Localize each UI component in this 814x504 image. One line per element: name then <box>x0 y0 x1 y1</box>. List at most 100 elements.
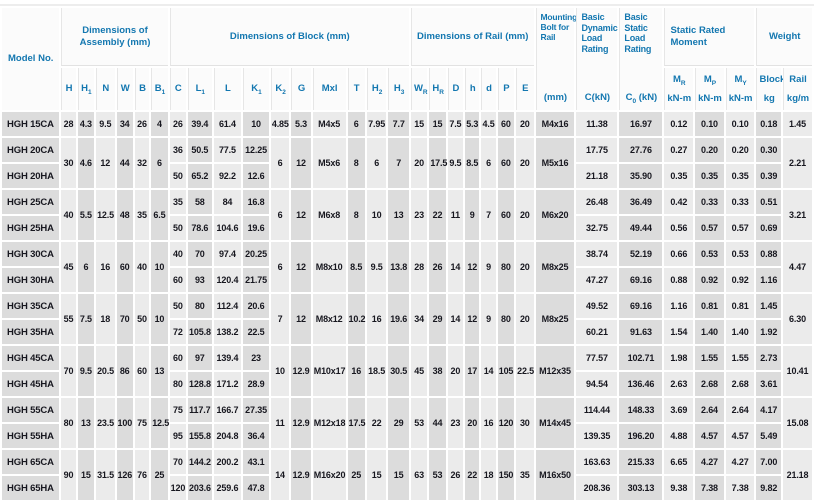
cell-W: 34 <box>116 112 133 136</box>
cell-P: 60 <box>497 138 515 188</box>
cell-H: 28 <box>61 112 76 136</box>
cell-MR: 6.65 <box>664 450 694 474</box>
table-row: HGH 55HA 95 155.8 204.8 36.4 139.35 196.20 4.88… <box>2 424 812 448</box>
cell-MP: 1.40 <box>695 320 724 344</box>
cell-rail-kgm: 15.08 <box>783 398 812 448</box>
cell-K1: 20.6 <box>243 294 269 318</box>
cell-MY: 0.20 <box>725 138 755 162</box>
cell-H2: 10 <box>366 190 387 240</box>
cell-L1: 70 <box>188 242 212 266</box>
cell-P: 80 <box>497 294 515 344</box>
cell-L: 138.2 <box>213 320 242 344</box>
cell-L: 200.2 <box>213 450 242 474</box>
cell-MR: 0.88 <box>664 268 694 292</box>
cell-N: 12 <box>96 138 115 188</box>
cell-Mxl: M8x10 <box>312 242 346 292</box>
cell-L: 259.6 <box>213 476 242 500</box>
cell-MP: 0.81 <box>695 294 724 318</box>
table-row: HGH 30HA 60 93 120.4 21.75 47.27 69.16 0.88 0.92… <box>2 268 812 292</box>
cell-model: HGH 55HA <box>2 424 60 448</box>
cell-C: 60 <box>169 268 187 292</box>
cell-rail-kgm: 6.30 <box>783 294 812 344</box>
cell-MY: 0.81 <box>725 294 755 318</box>
cell-bolt: M4x16 <box>535 112 575 136</box>
header-group-assembly: Dimensions of Assembly (mm) <box>61 8 168 66</box>
cell-K1: 19.6 <box>243 216 269 240</box>
cell-B1: 6.5 <box>151 190 168 240</box>
cell-C-kN: 17.75 <box>576 138 618 162</box>
header-group-rail: Dimensions of Rail (mm) <box>410 8 534 66</box>
cell-C-kN: 139.35 <box>576 424 618 448</box>
cell-K2: 14 <box>270 450 290 500</box>
col-header-N: N <box>96 68 115 110</box>
cell-G: 12 <box>291 190 311 240</box>
cell-block-kg: 5.49 <box>756 424 782 448</box>
col-header-rail-kgm: Rail kg/m <box>783 68 812 110</box>
cell-MP: 0.57 <box>695 216 724 240</box>
table-row: HGH 65CA 90 15 31.5 126 76 25 70 144.2 200.2 43.1 1… <box>2 450 812 500</box>
cell-WR: 45 <box>410 346 428 396</box>
cell-block-kg: 0.30 <box>756 138 782 162</box>
header-group-moment: Static Rated Moment <box>664 8 755 66</box>
col-header-K1: K1 <box>243 68 269 110</box>
cell-C: 60 <box>169 346 187 370</box>
col-header-HR: HR <box>429 68 446 110</box>
cell-W: 70 <box>116 294 133 344</box>
cell-C0-kN: 69.16 <box>619 268 663 292</box>
cell-C-kN: 163.63 <box>576 450 618 474</box>
cell-model: HGH 30HA <box>2 268 60 292</box>
cell-H1: 6 <box>77 242 95 292</box>
cell-C-kN: 114.44 <box>576 398 618 422</box>
cell-block-kg: 0.39 <box>756 164 782 188</box>
cell-P: 150 <box>497 450 515 500</box>
cell-G: 12.9 <box>291 450 311 500</box>
cell-B1: 12.5 <box>151 398 169 448</box>
col-header-H2: H2 <box>366 68 387 110</box>
table-row: HGH 45HA 80 128.8 171.2 28.9 94.54 136.46 2.63 2… <box>2 372 812 396</box>
cell-bolt: M12x35 <box>535 346 575 396</box>
cell-K2: 4.85 <box>270 112 290 136</box>
col-header-h: h <box>465 68 480 110</box>
cell-C: 70 <box>169 450 187 474</box>
cell-C0-kN: 27.76 <box>619 138 663 162</box>
cell-K1: 16.8 <box>243 190 269 214</box>
cell-L: 166.7 <box>213 398 242 422</box>
col-header-model: Model No. <box>2 8 60 110</box>
table-row: HGH 35HA 72 105.8 138.2 22.5 60.21 91.63 1.54 1.… <box>2 320 812 344</box>
cell-P: 60 <box>497 190 515 240</box>
cell-P: 80 <box>497 242 515 292</box>
cell-T: 17.5 <box>347 398 366 448</box>
cell-H: 80 <box>61 398 76 448</box>
cell-E: 20 <box>516 190 534 240</box>
col-header-W: W <box>116 68 133 110</box>
cell-block-kg: 0.88 <box>756 242 782 266</box>
cell-L1: 144.2 <box>188 450 212 474</box>
cell-model: HGH 30CA <box>2 242 60 266</box>
cell-block-kg: 2.73 <box>756 346 782 370</box>
cell-model: HGH 35HA <box>2 320 60 344</box>
cell-C-kN: 38.74 <box>576 242 618 266</box>
cell-h: 17 <box>465 346 480 396</box>
cell-K2: 11 <box>270 398 290 448</box>
cell-W: 48 <box>116 190 133 240</box>
cell-rail-kgm: 1.45 <box>783 112 812 136</box>
cell-D: 9.5 <box>447 138 464 188</box>
cell-HR: 22 <box>429 190 446 240</box>
cell-L1: 78.6 <box>188 216 212 240</box>
cell-C-kN: 11.38 <box>576 112 618 136</box>
cell-B: 35 <box>134 190 150 240</box>
cell-L: 97.4 <box>213 242 242 266</box>
col-header-H3: H3 <box>388 68 409 110</box>
mounting-bolt-unit: (mm) <box>543 91 568 103</box>
cell-Mxl: M5x6 <box>312 138 346 188</box>
cell-L: 139.4 <box>213 346 242 370</box>
cell-H3: 13.8 <box>388 242 409 292</box>
cell-MR: 4.88 <box>664 424 694 448</box>
static-load-unit: C0 (kN) <box>625 91 658 105</box>
cell-T: 16 <box>347 346 365 396</box>
cell-D: 26 <box>447 450 464 500</box>
cell-block-kg: 0.69 <box>756 216 782 240</box>
cell-H2: 15 <box>366 450 387 500</box>
cell-T: 10.2 <box>347 294 366 344</box>
cell-MY: 0.57 <box>725 216 755 240</box>
